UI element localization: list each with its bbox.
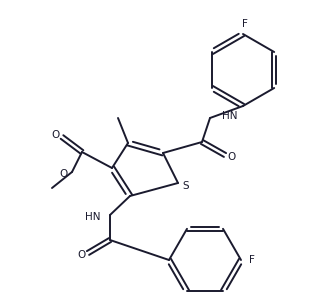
Text: O: O <box>60 169 68 179</box>
Text: O: O <box>77 250 85 260</box>
Text: HN: HN <box>84 212 100 222</box>
Text: O: O <box>228 152 236 162</box>
Text: HN: HN <box>222 111 237 121</box>
Text: O: O <box>51 130 59 140</box>
Text: F: F <box>242 19 248 29</box>
Text: S: S <box>183 181 189 191</box>
Text: F: F <box>249 255 255 265</box>
